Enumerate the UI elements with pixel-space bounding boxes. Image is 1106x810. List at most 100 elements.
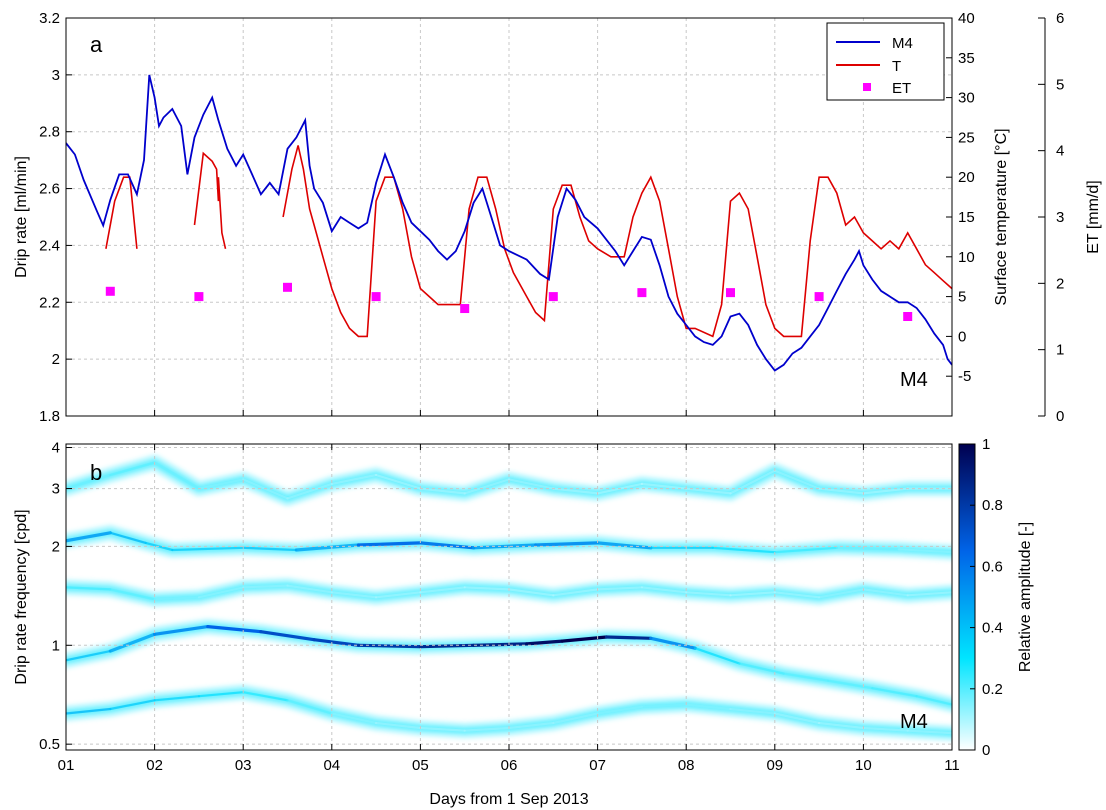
panel-a: 1.822.22.42.62.833.2-5051015202530354001… [13,10,1102,425]
ridge-segment [66,586,112,591]
ridge-segment [419,726,466,732]
ridge-segment [729,469,776,495]
y-tick-label-right: 15 [958,209,975,226]
ridge-segment [109,461,156,477]
frequency-axis-label: Drip rate frequency [cpd] [13,509,30,684]
ridge-segment [862,588,909,597]
x-tick-label: 09 [766,757,783,774]
ridge-segment [294,543,360,552]
x-tick-label: 10 [855,757,872,774]
ridge-segment [153,695,200,702]
y-tick-label-far-right: 4 [1056,143,1064,160]
et-point [371,292,381,302]
ridge-segment [418,541,476,550]
ridge-segment [286,482,333,500]
y-tick-label-right: 35 [958,50,975,67]
x-tick-label: 06 [501,757,518,774]
ridge-segment [66,473,112,490]
y-tick-label-left: 2.6 [39,181,60,198]
ridge-segment [552,712,599,725]
ridge-segment [862,487,909,495]
panel-b-tag: M4 [900,711,928,733]
ridge-segment [507,478,555,490]
ridge-segment [817,487,865,495]
ridge-segment [197,691,245,698]
ridge-segment [649,636,697,650]
ridge-segment [906,591,952,597]
x-tick-label: 07 [589,757,606,774]
y-tick-label-left: 3 [52,67,60,84]
ridge-segment [242,584,289,589]
ridge-segment [109,588,156,601]
y-tick-label-left: 1.8 [39,408,60,425]
ridge-segment [197,586,245,599]
ridge-segment [729,707,776,715]
y-tick-label-left: 2.2 [39,294,60,311]
ridge-segment [330,473,378,485]
ridge-segment [533,541,600,547]
panel-a-grid [66,18,952,416]
y-tick-label-right: 30 [958,90,975,107]
ridge-segment [835,546,900,551]
legend-et-label: ET [892,80,911,97]
y-tick-label-right: 5 [958,289,966,306]
ridge-segment [463,726,511,732]
ridge-segment [109,531,147,545]
et-point [194,292,204,302]
ridge-segment [330,712,378,725]
ridge-segment [560,635,609,643]
series-m4-line [66,74,952,372]
y-tick-label-far-right: 0 [1056,408,1064,425]
y-tick-label-right: -5 [958,368,971,385]
et-point [283,282,292,292]
ridge-segment [206,624,263,634]
ridge-segment [826,679,874,690]
ridge-segment [552,487,599,495]
ridge-segment [242,546,298,552]
colorbar-tick-label: 0.4 [982,620,1003,637]
y-tick-label-b: 4 [52,440,60,457]
ridge-segment [871,687,918,698]
y-tick-label-b: 2 [52,538,60,555]
heatmap-ridges [66,461,952,735]
ridge-segment [171,546,245,552]
ridge-segment [109,699,156,711]
ridge-segment [596,586,644,591]
y-tick-label-far-right: 1 [1056,342,1064,359]
et-point [903,312,913,321]
ridge-segment [596,705,644,715]
ridge-glow-inner [66,459,952,502]
et-point [814,292,824,302]
colorbar-tick-label: 0.6 [982,558,1003,575]
drip-rate-axis-label: Drip rate [ml/min] [13,156,30,278]
y-tick-label-left: 2.8 [39,124,60,141]
ridge-segment [693,647,741,665]
y-tick-label-right: 20 [958,169,975,186]
x-tick-label: 02 [146,757,163,774]
ridge-segment [685,487,732,495]
ridge-segment [773,712,821,725]
ridge-segment [595,541,653,550]
ridge-segment [375,591,422,599]
y-tick-label-far-right: 2 [1056,275,1064,292]
y-tick-label-b: 3 [52,481,60,498]
ridge-segment [862,726,909,732]
et-point [460,304,470,314]
y-tick-label-left: 2.4 [39,237,60,254]
y-tick-label-right: 10 [958,249,975,266]
ridge-segment [711,546,776,554]
y-tick-label-far-right: 5 [1056,76,1064,93]
ridge-segment [773,546,838,554]
ridge-segment [259,630,316,642]
ridge-segment [685,591,732,597]
ridge-segment [782,672,830,682]
ridge-segment [817,721,865,730]
ridge-segment [66,531,112,543]
colorbar-ticks: 0 0.2 0.4 0.6 0.8 1 [970,436,1003,759]
panel-a-ticks: 1.822.22.42.62.833.2-5051015202530354001… [39,10,1064,425]
ridge-segment [915,695,952,706]
ridge-segment [640,586,688,594]
y-tick-label-b: 0.5 [39,736,60,753]
ridge-segment [375,721,422,730]
